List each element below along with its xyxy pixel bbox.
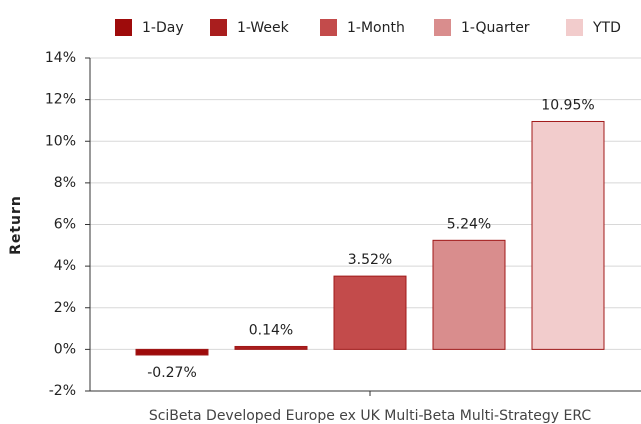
legend-label: YTD	[592, 20, 621, 36]
legend-label: 1-Day	[142, 20, 184, 36]
y-axis-label: Return	[8, 195, 24, 255]
legend-swatch	[320, 19, 337, 36]
legend-swatch	[115, 19, 132, 36]
y-tick-label: 12%	[45, 92, 76, 108]
y-tick-label: 0%	[54, 341, 76, 357]
legend-label: 1-Quarter	[461, 20, 530, 36]
x-tick-label: SciBeta Developed Europe ex UK Multi-Bet…	[149, 408, 592, 424]
y-tick-label: 8%	[54, 175, 76, 191]
y-tick-label: 6%	[54, 217, 76, 233]
y-tick-label: 2%	[54, 300, 76, 316]
data-label: -0.27%	[147, 365, 197, 381]
y-tick-label: 4%	[54, 258, 76, 274]
bar	[432, 239, 506, 350]
bar	[531, 120, 605, 350]
legend-swatch	[434, 19, 451, 36]
y-tick-label: -2%	[49, 383, 76, 399]
data-label: 10.95%	[541, 97, 594, 113]
data-label: 0.14%	[249, 322, 293, 338]
y-tick-label: 10%	[45, 133, 76, 149]
legend-swatch	[566, 19, 583, 36]
bar	[135, 348, 209, 356]
y-tick-label: 14%	[45, 50, 76, 66]
legend-label: 1-Week	[237, 20, 290, 36]
legend-label: 1-Month	[347, 20, 405, 36]
data-label: 5.24%	[447, 216, 491, 232]
legend-swatch	[210, 19, 227, 36]
bar	[234, 345, 308, 350]
data-label: 3.52%	[348, 252, 392, 268]
bar	[333, 275, 407, 350]
